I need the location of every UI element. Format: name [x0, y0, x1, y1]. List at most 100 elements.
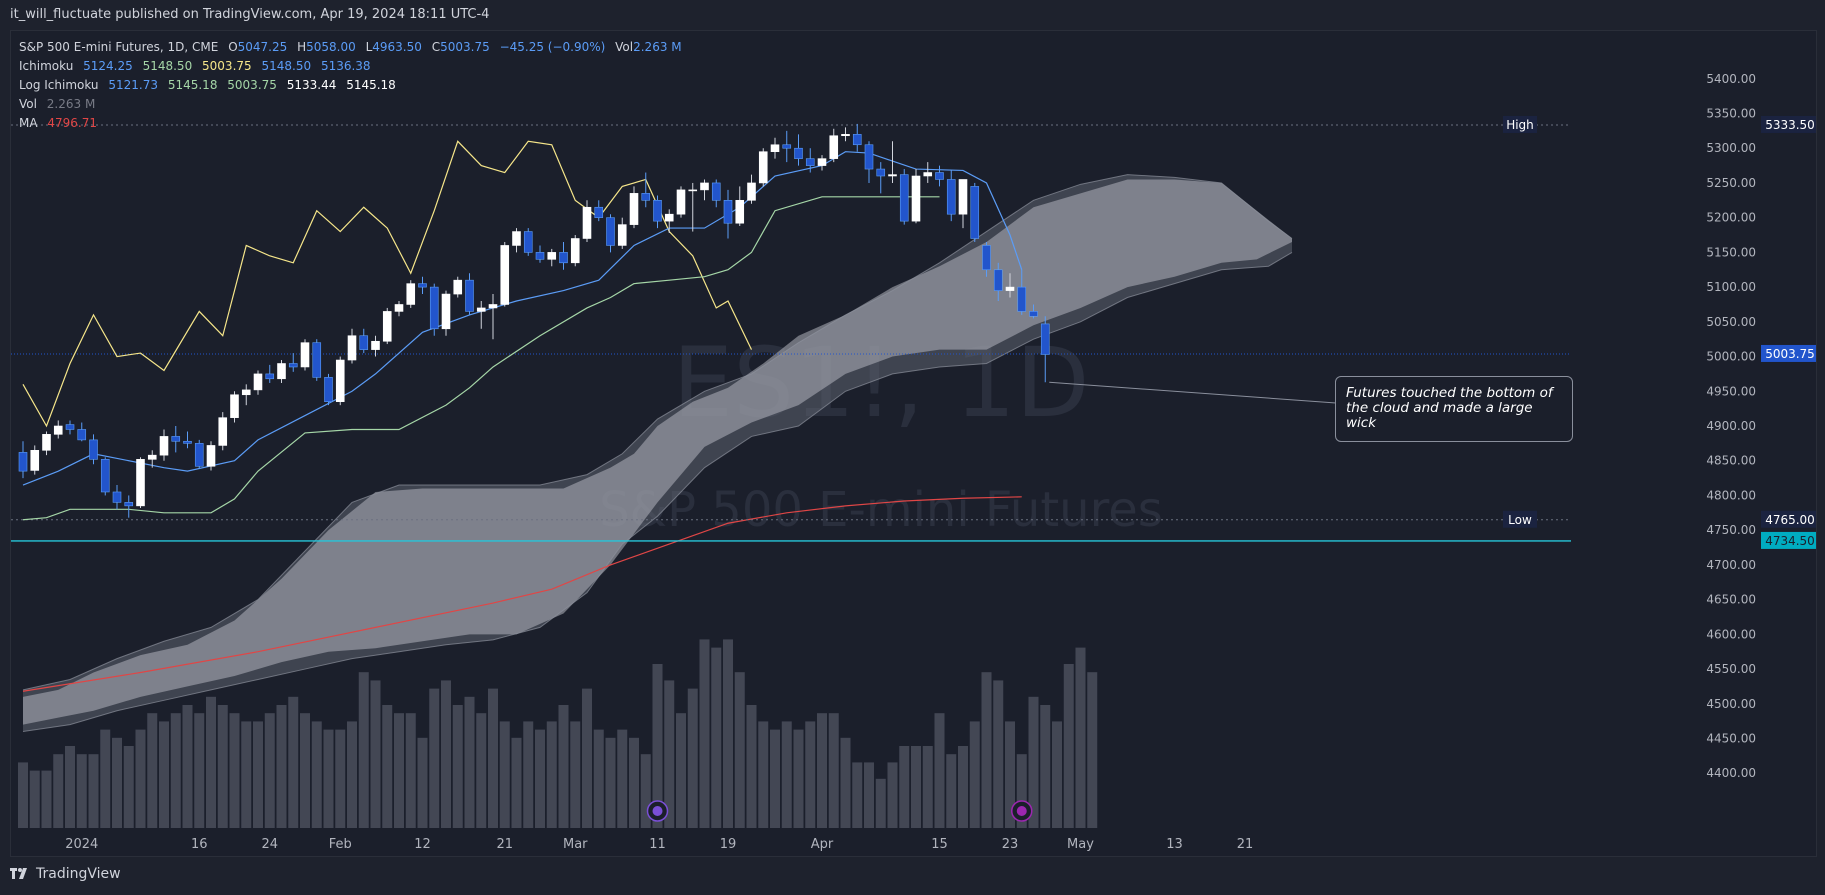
log-ichimoku-legend-row[interactable]: Log Ichimoku 5121.73 5145.18 5003.75 513… [19, 76, 688, 95]
ma-legend-row[interactable]: MA 4796.71 [19, 114, 688, 133]
support-tag-value: 4734.50 [1765, 534, 1815, 548]
volume-bar [229, 713, 240, 828]
candle-up [159, 436, 169, 456]
last-tag-value-bg [1761, 344, 1816, 362]
low-tag-value: 4765.00 [1765, 513, 1815, 527]
candle-up [453, 279, 463, 295]
volume-bar [476, 713, 487, 828]
economic-event-icon-dot [652, 806, 663, 816]
volume-bar [288, 696, 299, 828]
volume-bar [629, 737, 639, 828]
y-tick-label: 5200.00 [1706, 211, 1756, 225]
vol-legend-row[interactable]: Vol 2.263 M [19, 95, 688, 114]
y-tick-label: 4800.00 [1706, 488, 1756, 502]
volume-bar [875, 778, 886, 828]
candle-down [89, 439, 98, 460]
volume-bar [276, 705, 287, 828]
volume-bar [41, 770, 52, 828]
candle-up [735, 200, 745, 224]
volume-bar [29, 770, 40, 828]
symbol-legend-row[interactable]: S&P 500 E-mini Futures, 1D, CME O5047.25… [19, 38, 688, 57]
chart-canvas[interactable]: 5400.00 5350.00 5300.00 5250.00 5200.00 5150.… [11, 31, 1816, 856]
volume-bar [382, 705, 393, 828]
symbol-name: S&P 500 E-mini Futures, 1D, CME [19, 40, 219, 54]
candle-down [465, 279, 474, 312]
candle-down [723, 200, 733, 224]
volume-bar [899, 746, 910, 828]
candle-down [805, 158, 815, 166]
candle-up [888, 174, 897, 177]
volume-bar [511, 737, 522, 828]
low-label: L [365, 40, 373, 54]
volume-bar [488, 688, 498, 828]
close-value: 5003.75 [440, 40, 490, 54]
y-tick-label: 4550.00 [1706, 662, 1756, 676]
support-tag-value-bg [1761, 531, 1816, 549]
volume-bar [676, 713, 686, 828]
candle-up [582, 206, 592, 239]
y-tick-label: 5350.00 [1706, 107, 1756, 121]
y-tick-label: 4750.00 [1706, 523, 1756, 537]
volume-bar [499, 721, 510, 828]
x-tick-label: 24 [261, 837, 278, 852]
candle-down [864, 144, 874, 170]
y-tick-label: 4400.00 [1706, 766, 1756, 780]
candle-up [230, 394, 239, 418]
volume-bar [65, 746, 75, 828]
candle-down [711, 182, 721, 201]
candle-up [218, 417, 228, 446]
low-tag-value-bg [1761, 510, 1816, 528]
volume-bar [112, 737, 122, 828]
volume-bar [1028, 696, 1039, 828]
volume-bar [1052, 721, 1062, 828]
volume-bar [770, 729, 780, 828]
volume-bar [664, 680, 675, 828]
x-tick-label: Mar [563, 837, 588, 852]
volume-bar [535, 729, 545, 828]
volume-bar [311, 721, 322, 828]
x-tick-label: 23 [1002, 837, 1019, 852]
open-value: 5047.25 [237, 40, 288, 54]
volume-bar [946, 754, 957, 828]
footer-brand[interactable]: TradingView [10, 866, 121, 882]
volume-bar [159, 721, 169, 828]
x-tick-label: 11 [649, 837, 666, 852]
open-label: O [228, 40, 238, 54]
candle-up [747, 182, 756, 201]
volume-bar [687, 688, 698, 828]
candle-down [535, 252, 545, 260]
candle-down [594, 206, 604, 218]
candle-down [559, 252, 568, 264]
y-tick-label: 4600.00 [1706, 627, 1756, 641]
candle-up [911, 175, 921, 222]
y-tick-label: 5000.00 [1706, 350, 1756, 364]
candle-down [606, 217, 615, 246]
volume-bar [911, 746, 921, 828]
tenkan-line [22, 151, 1023, 486]
candle-down [935, 172, 944, 180]
volume-bar [417, 737, 428, 828]
y-tick-label: 4850.00 [1706, 454, 1756, 468]
y-tick-label: 4950.00 [1706, 384, 1756, 398]
ichimoku-v4: 5148.50 [261, 59, 312, 73]
candle-up [30, 450, 40, 471]
candle-down [312, 342, 322, 378]
volume-bar [358, 672, 369, 828]
x-tick-label: 21 [496, 837, 513, 852]
annotation-pointer [1049, 381, 1337, 404]
close-label: C [431, 40, 441, 54]
annotation-callout[interactable]: Futures touched the bottom of the cloud … [1335, 376, 1573, 442]
volume-bar [323, 729, 334, 828]
volume-bar [253, 721, 263, 828]
ichimoku-v5: 5136.38 [320, 59, 371, 73]
candle-up [206, 445, 216, 467]
volume-bar [1087, 672, 1098, 828]
candle-down [899, 174, 909, 222]
volume-bar [370, 680, 381, 828]
chart-panel[interactable]: 5400.00 5350.00 5300.00 5250.00 5200.00 5150.… [10, 30, 1817, 857]
last-tag-value: 5003.75 [1765, 347, 1815, 361]
y-tick-label: 4500.00 [1706, 697, 1756, 711]
volume-bar [969, 721, 980, 828]
ichimoku-legend-row[interactable]: Ichimoku 5124.25 5148.50 5003.75 5148.50… [19, 57, 688, 76]
candle-up [277, 363, 286, 380]
